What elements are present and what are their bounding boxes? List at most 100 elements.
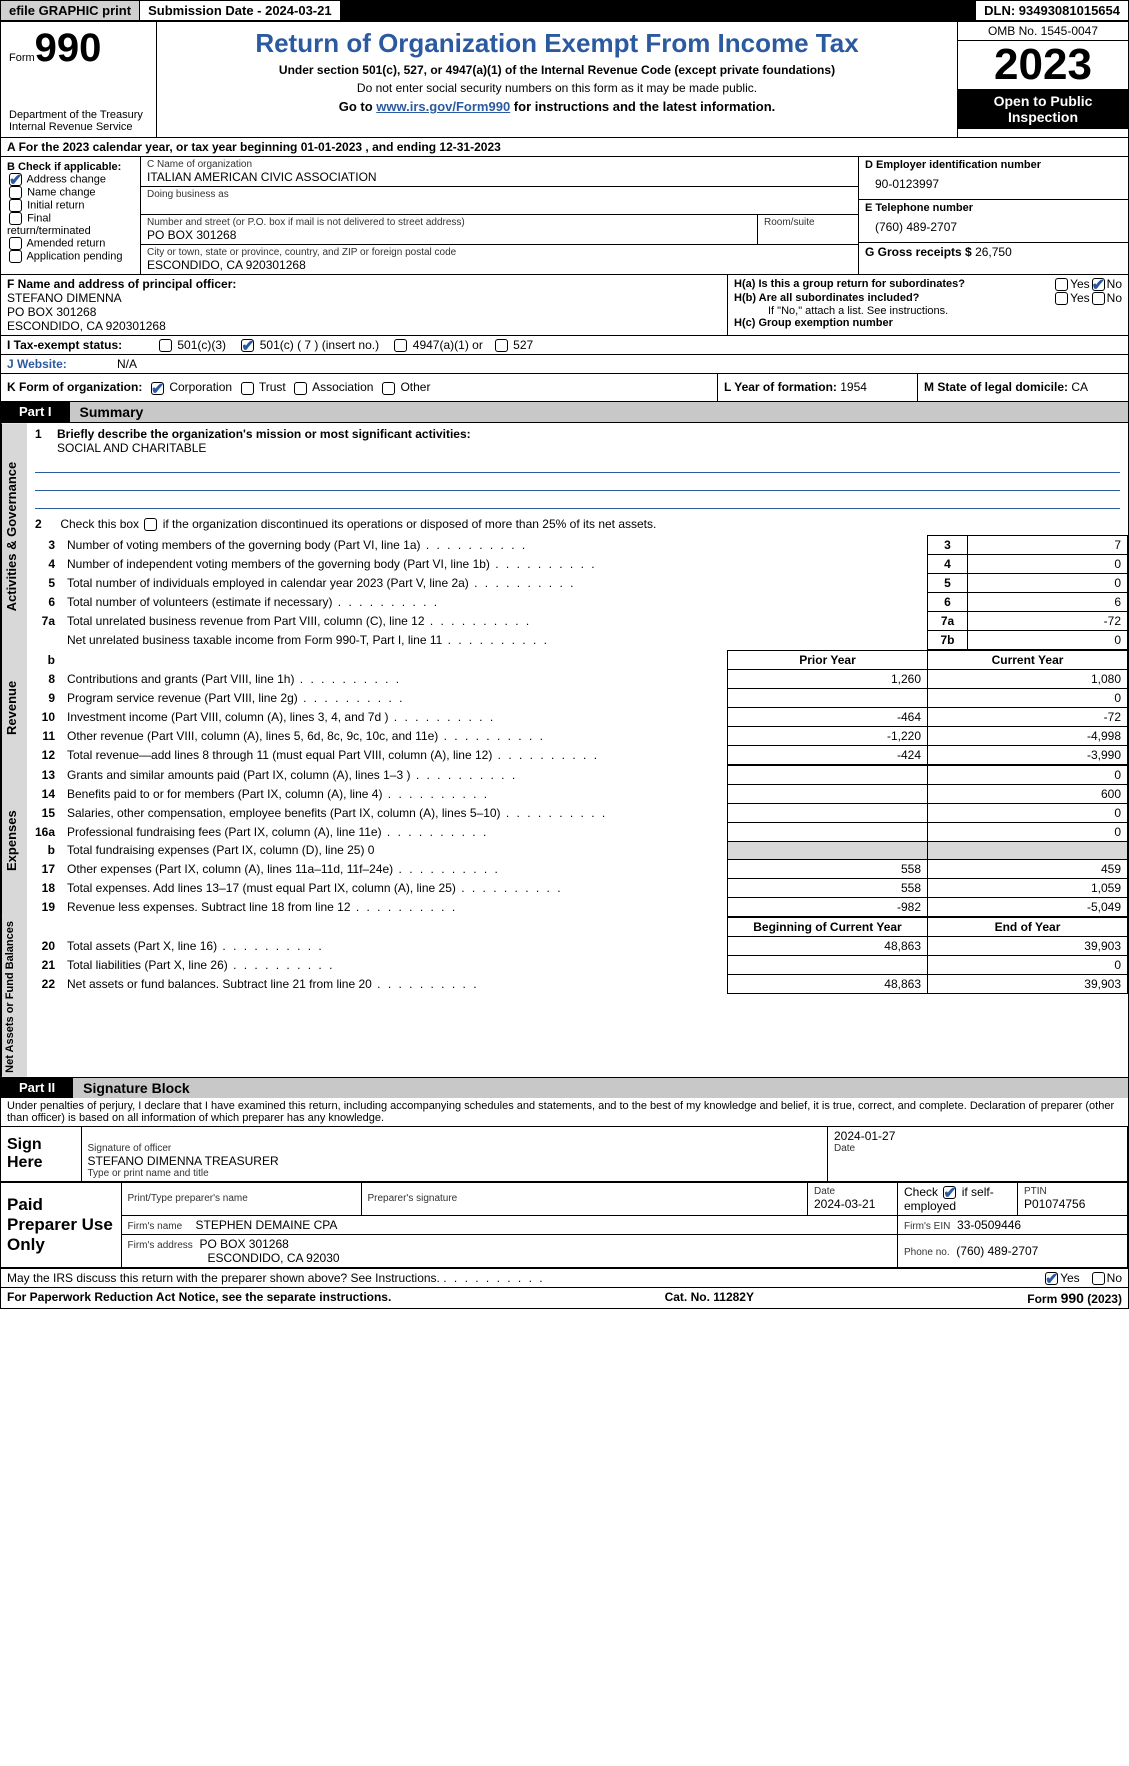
firm-addr2: ESCONDIDO, CA 92030 bbox=[128, 1251, 892, 1265]
f-l3: ESCONDIDO, CA 920301268 bbox=[7, 319, 721, 333]
firm-ein: 33-0509446 bbox=[957, 1218, 1021, 1232]
discuss-no-lbl: No bbox=[1107, 1271, 1122, 1285]
part1-num: Part I bbox=[1, 402, 70, 422]
firm-ein-lbl: Firm's EIN bbox=[904, 1221, 950, 1232]
discuss-no[interactable] bbox=[1092, 1272, 1105, 1285]
part2-title: Signature Block bbox=[73, 1078, 1128, 1098]
chk-other[interactable] bbox=[382, 382, 395, 395]
sig-officer-lbl: Signature of officer bbox=[88, 1143, 822, 1154]
f-l1: STEFANO DIMENNA bbox=[7, 291, 721, 305]
gov-table: 3 Number of voting members of the govern… bbox=[27, 535, 1128, 650]
box-deg: D Employer identification number 90-0123… bbox=[858, 157, 1128, 274]
box-f: F Name and address of principal officer:… bbox=[1, 275, 728, 335]
rev-table: b Prior Year Current Year8 Contributions… bbox=[27, 650, 1128, 765]
room-label: Room/suite bbox=[764, 217, 852, 228]
chk-address-change[interactable]: Address change bbox=[7, 173, 134, 186]
hb-yes[interactable] bbox=[1055, 292, 1068, 305]
chk-corp[interactable] bbox=[151, 382, 164, 395]
discuss-yes-lbl: Yes bbox=[1060, 1271, 1080, 1285]
paid-preparer: Paid Preparer Use Only bbox=[1, 1182, 121, 1267]
firm-addr1: PO BOX 301268 bbox=[199, 1237, 288, 1251]
box-b-label: B Check if applicable: bbox=[7, 161, 134, 173]
gov-section: Activities & Governance 1Briefly describ… bbox=[1, 422, 1128, 650]
footer-right: Form 990 (2023) bbox=[1027, 1290, 1122, 1306]
form-990: 990 bbox=[35, 26, 102, 70]
side-net: Net Assets or Fund Balances bbox=[1, 917, 27, 1077]
goto-post: for instructions and the latest informat… bbox=[510, 99, 775, 114]
efile-label[interactable]: efile GRAPHIC print bbox=[1, 1, 140, 20]
4947-lbl: 4947(a)(1) or bbox=[413, 338, 483, 352]
sig-date: 2024-01-27 bbox=[834, 1129, 1121, 1143]
f-label: F Name and address of principal officer: bbox=[7, 277, 721, 291]
rev-section: Revenue b Prior Year Current Year8 Contr… bbox=[1, 650, 1128, 765]
gross-label: G Gross receipts $ bbox=[865, 245, 975, 259]
chk-self-emp[interactable] bbox=[943, 1186, 956, 1199]
row-klm: K Form of organization: Corporation Trus… bbox=[1, 373, 1128, 400]
part1-bar: Part I Summary bbox=[1, 401, 1128, 422]
chk-discontinued[interactable] bbox=[144, 518, 157, 531]
chk-initial-return[interactable]: Initial return bbox=[7, 199, 134, 212]
ha-yes[interactable] bbox=[1055, 278, 1068, 291]
return-title: Return of Organization Exempt From Incom… bbox=[165, 28, 949, 59]
l-val: 1954 bbox=[840, 380, 867, 394]
subtitle-1: Under section 501(c), 527, or 4947(a)(1)… bbox=[165, 63, 949, 77]
addr-label: Number and street (or P.O. box if mail i… bbox=[147, 217, 751, 228]
chk-name-change[interactable]: Name change bbox=[7, 186, 134, 199]
ha-no[interactable] bbox=[1092, 278, 1105, 291]
chk-4947[interactable] bbox=[394, 339, 407, 352]
dept-treasury: Department of the Treasury Internal Reve… bbox=[9, 109, 148, 133]
topbar-gap bbox=[341, 1, 977, 20]
q1-val: SOCIAL AND CHARITABLE bbox=[35, 441, 1120, 455]
chk-final-return[interactable]: Final return/terminated bbox=[7, 212, 134, 237]
omb-number: OMB No. 1545-0047 bbox=[958, 22, 1128, 41]
chk-amended-return[interactable]: Amended return bbox=[7, 237, 134, 250]
chk-501c[interactable] bbox=[241, 339, 254, 352]
527-lbl: 527 bbox=[513, 338, 533, 352]
ha-yes-lbl: Yes bbox=[1070, 277, 1090, 291]
chk-lbl-5: Application pending bbox=[26, 250, 122, 262]
sig-decl: Under penalties of perjury, I declare th… bbox=[1, 1098, 1128, 1126]
part2-num: Part II bbox=[1, 1078, 73, 1098]
other-lbl: Other bbox=[400, 380, 430, 394]
discuss-text: May the IRS discuss this return with the… bbox=[7, 1271, 440, 1285]
footer-mid: Cat. No. 11282Y bbox=[665, 1290, 754, 1306]
name-label: C Name of organization bbox=[147, 159, 852, 170]
ha-no-lbl: No bbox=[1107, 277, 1122, 291]
chk-lbl-2: Initial return bbox=[27, 199, 84, 211]
sign-here-table: Sign Here Signature of officer STEFANO D… bbox=[1, 1126, 1128, 1182]
m-val: CA bbox=[1071, 380, 1088, 394]
i-label: I Tax-exempt status: bbox=[1, 336, 151, 354]
chk-trust[interactable] bbox=[241, 382, 254, 395]
hb-no[interactable] bbox=[1092, 292, 1105, 305]
footer: For Paperwork Reduction Act Notice, see … bbox=[1, 1287, 1128, 1308]
side-rev: Revenue bbox=[1, 650, 27, 765]
discuss-yes[interactable] bbox=[1045, 1272, 1058, 1285]
hb-label: H(b) Are all subordinates included? bbox=[734, 292, 1053, 304]
line-a-text: For the 2023 calendar year, or tax year … bbox=[19, 140, 501, 154]
box-h: H(a) Is this a group return for subordin… bbox=[728, 275, 1128, 335]
assoc-lbl: Association bbox=[312, 380, 373, 394]
subtitle-3: Go to www.irs.gov/Form990 for instructio… bbox=[165, 99, 949, 114]
phone-label: E Telephone number bbox=[865, 202, 1122, 214]
501c3-lbl: 501(c)(3) bbox=[177, 338, 226, 352]
sign-here: Sign Here bbox=[1, 1126, 81, 1181]
sig-name-title: STEFANO DIMENNA TREASURER bbox=[88, 1154, 822, 1168]
chk-assoc[interactable] bbox=[294, 382, 307, 395]
chk-app-pending[interactable]: Application pending bbox=[7, 250, 134, 263]
net-section: Net Assets or Fund Balances Beginning of… bbox=[1, 917, 1128, 1077]
city: ESCONDIDO, CA 920301268 bbox=[147, 258, 852, 272]
open-inspection: Open to Public Inspection bbox=[958, 89, 1128, 129]
q1: Briefly describe the organization's miss… bbox=[57, 427, 471, 441]
f-l2: PO BOX 301268 bbox=[7, 305, 721, 319]
l-label: L Year of formation: bbox=[724, 380, 840, 394]
chk-501c3[interactable] bbox=[159, 339, 172, 352]
pp-name-lbl: Print/Type preparer's name bbox=[128, 1193, 355, 1204]
ha-label: H(a) Is this a group return for subordin… bbox=[734, 278, 1053, 290]
row-j: J Website: N/A bbox=[1, 354, 1128, 373]
irs-link[interactable]: www.irs.gov/Form990 bbox=[376, 99, 510, 114]
corp-lbl: Corporation bbox=[169, 380, 232, 394]
chk-527[interactable] bbox=[495, 339, 508, 352]
side-exp: Expenses bbox=[1, 765, 27, 917]
footer-left: For Paperwork Reduction Act Notice, see … bbox=[7, 1290, 391, 1306]
ein-label: D Employer identification number bbox=[865, 159, 1122, 171]
